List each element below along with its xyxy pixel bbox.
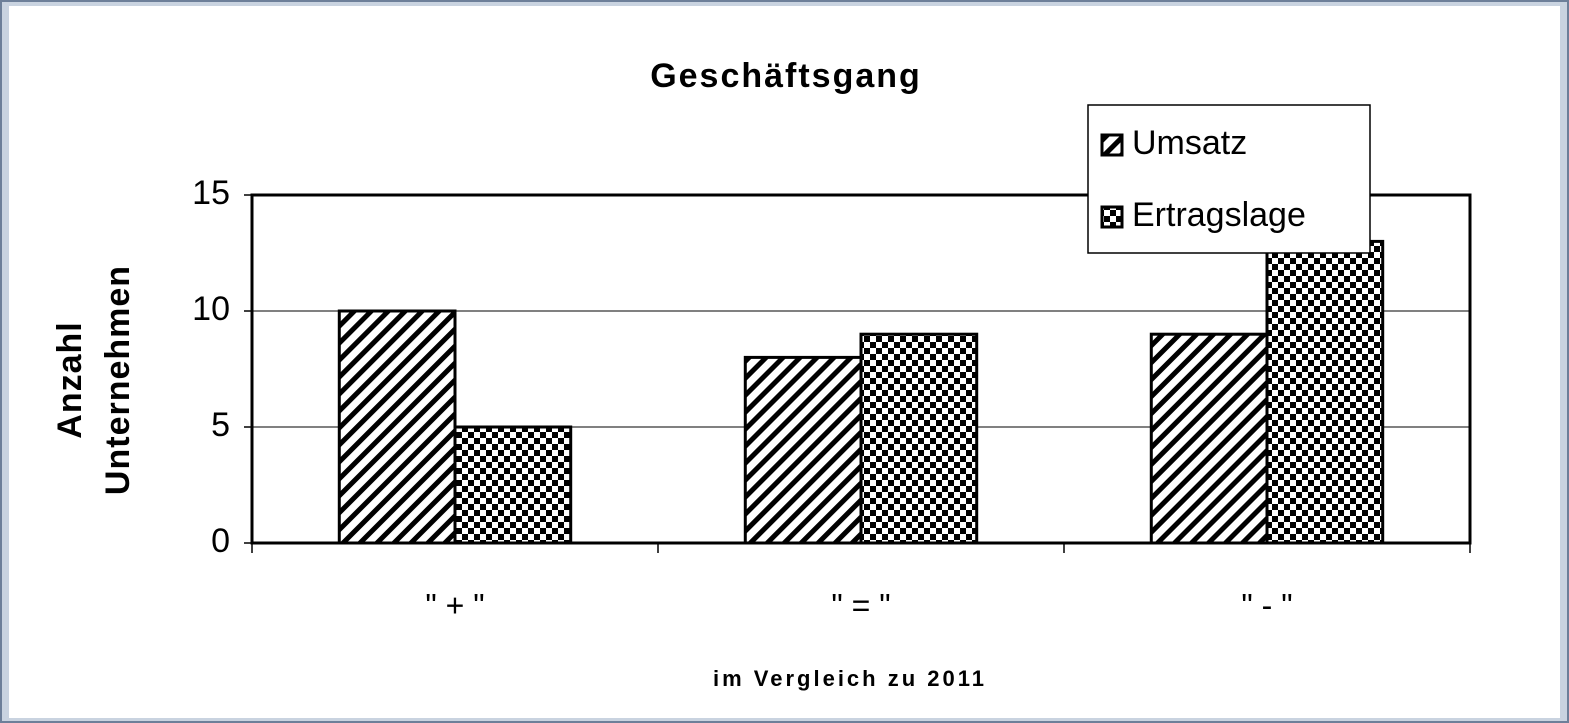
bar xyxy=(1149,332,1269,545)
y-tick-label: 0 xyxy=(211,522,230,560)
bar xyxy=(743,355,863,545)
bar xyxy=(859,332,979,545)
x-tick-label: " + " xyxy=(425,587,484,623)
x-axis-label: im Vergleich zu 2011 xyxy=(713,666,987,691)
y-tick-label: 10 xyxy=(192,290,230,328)
legend-box xyxy=(1087,104,1371,254)
bar xyxy=(453,425,573,545)
y-axis-label-line: Anzahl xyxy=(51,321,89,438)
y-tick-label: 5 xyxy=(211,406,230,444)
legend-label: Umsatz xyxy=(1132,124,1247,162)
bar xyxy=(1265,239,1385,545)
y-tick-label: 15 xyxy=(192,174,230,212)
legend-swatch xyxy=(1100,133,1124,157)
chart-title: Geschäftsgang xyxy=(650,57,922,95)
legend-label: Ertragslage xyxy=(1132,196,1306,234)
legend: Umsatz Ertragslage xyxy=(1087,104,1371,254)
legend-swatch xyxy=(1100,205,1124,229)
y-axis-label-line: Unternehmen xyxy=(99,265,137,495)
x-tick-label: " = " xyxy=(831,587,890,623)
plot-frame xyxy=(250,193,1472,545)
bar xyxy=(337,309,457,545)
y-axis-label: Anzahl Unternehmen xyxy=(51,265,137,495)
x-tick-label: " - " xyxy=(1241,587,1292,623)
